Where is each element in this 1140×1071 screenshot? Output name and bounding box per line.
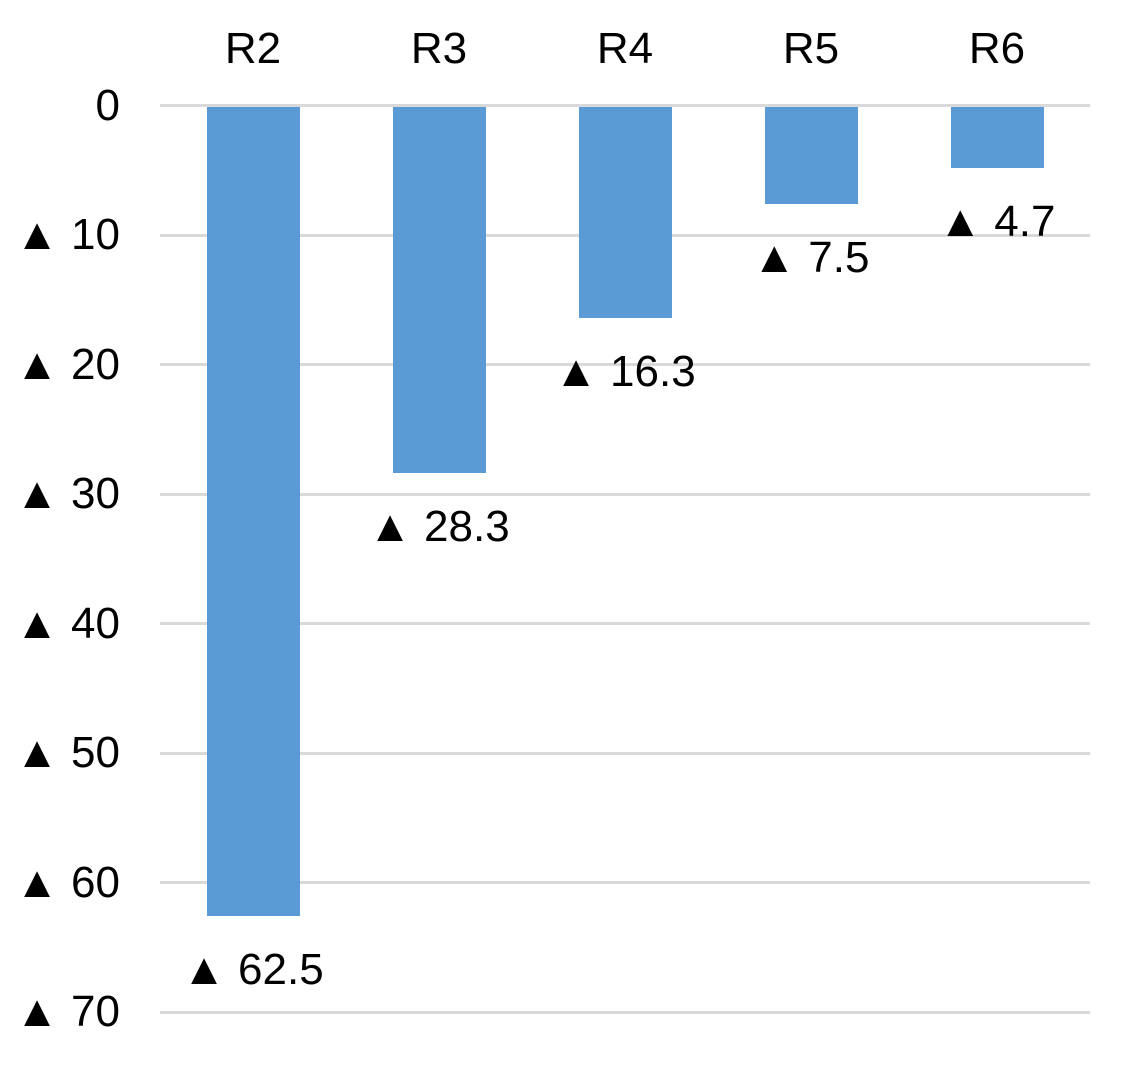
data-label-r2: ▲ 62.5 xyxy=(182,944,324,994)
y-axis-tick-label: 0 xyxy=(95,80,120,130)
y-axis-tick-label: ▲ 50 xyxy=(15,728,120,777)
bar-r3 xyxy=(392,107,486,474)
category-label-r6: R6 xyxy=(968,24,1026,73)
y-axis-tick-label: ▲ 20 xyxy=(15,339,120,389)
gridline xyxy=(160,363,1090,366)
y-axis-tick-label: ▲ 40 xyxy=(15,598,120,648)
gridline xyxy=(160,751,1090,755)
data-label-r6: ▲ 4.7 xyxy=(938,196,1056,246)
gridline xyxy=(160,492,1090,496)
gridline xyxy=(160,881,1090,884)
category-label-r5: R5 xyxy=(782,24,840,73)
bar-r2 xyxy=(206,107,300,916)
y-axis-tick-label: ▲ 30 xyxy=(15,469,120,518)
data-label-r5: ▲ 7.5 xyxy=(752,233,870,283)
gridline xyxy=(160,104,1090,107)
bar-r4 xyxy=(578,107,672,318)
bar-r6 xyxy=(950,107,1044,168)
y-axis-tick-label: ▲ 70 xyxy=(15,987,120,1036)
data-label-r3: ▲ 28.3 xyxy=(368,502,510,552)
category-label-r3: R3 xyxy=(410,24,468,73)
category-label-r4: R4 xyxy=(596,24,654,73)
bar-r5 xyxy=(764,107,858,205)
data-label-r4: ▲ 16.3 xyxy=(554,346,696,396)
y-axis-tick-label: ▲ 60 xyxy=(15,857,120,907)
gridline xyxy=(160,622,1090,625)
y-axis-tick-label: ▲ 10 xyxy=(15,210,120,259)
gridline xyxy=(160,1010,1090,1014)
category-label-r2: R2 xyxy=(224,24,282,73)
